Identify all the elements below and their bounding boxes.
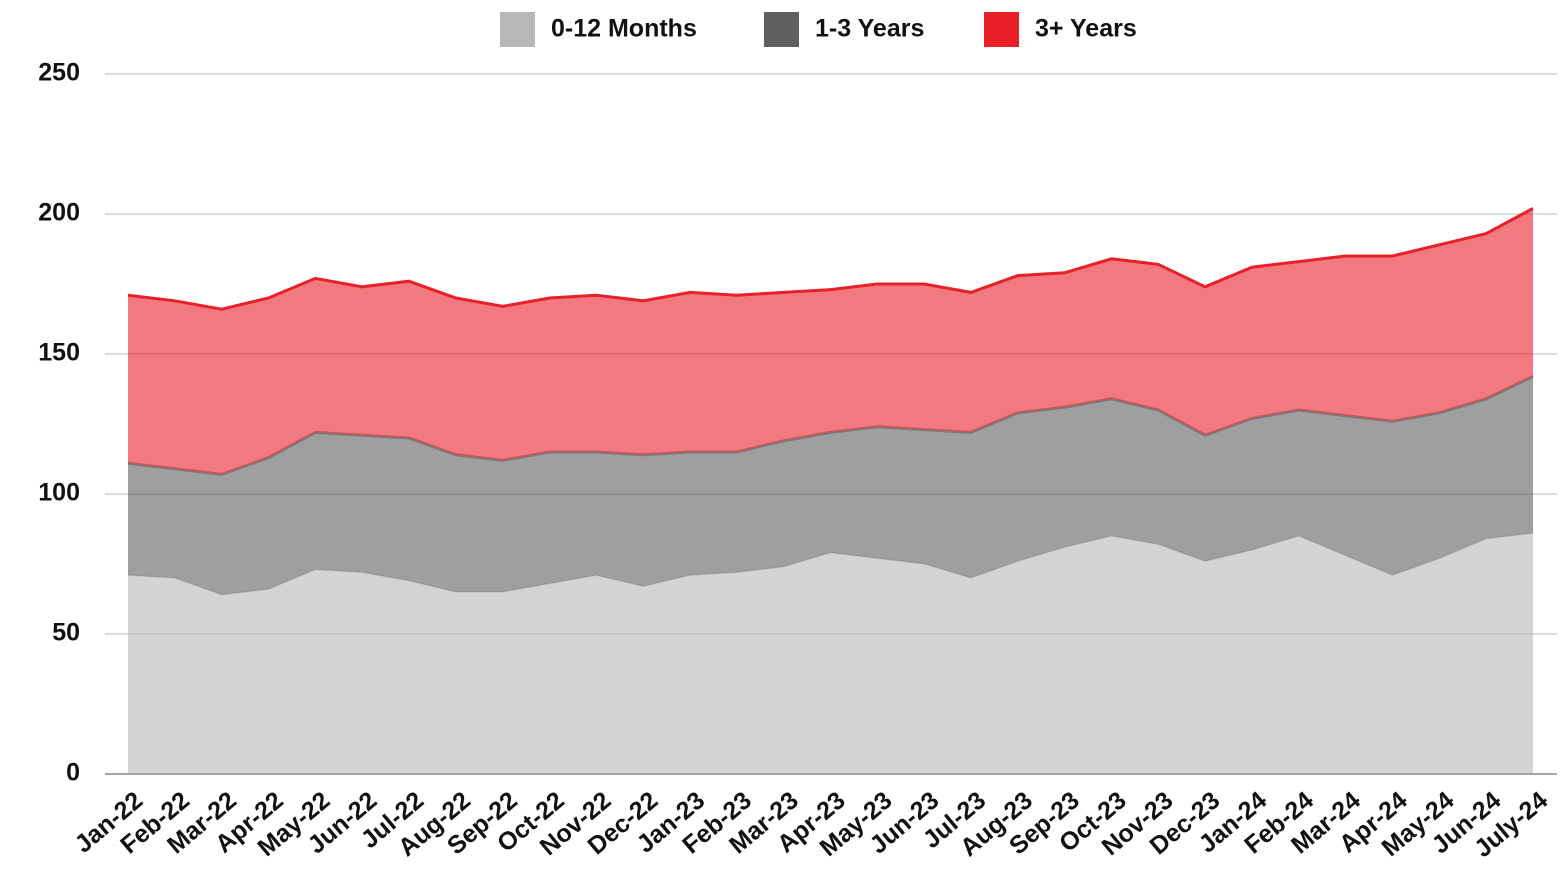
y-tick-label: 100 [38, 479, 80, 507]
legend-label: 3+ Years [1035, 15, 1137, 43]
series-area [128, 208, 1533, 475]
legend-label: 0-12 Months [551, 15, 697, 43]
series-area [128, 376, 1533, 595]
series-line [127, 207, 1534, 311]
legend-swatch [984, 12, 1019, 47]
y-tick-label: 150 [38, 339, 80, 367]
y-tick-label: 0 [66, 759, 80, 787]
y-tick-label: 250 [38, 59, 80, 87]
legend-label: 1-3 Years [815, 15, 924, 43]
legend-swatch [500, 12, 535, 47]
legend-swatch [764, 12, 799, 47]
y-tick-label: 50 [52, 619, 80, 647]
series-area [128, 533, 1533, 774]
y-tick-label: 200 [38, 199, 80, 227]
